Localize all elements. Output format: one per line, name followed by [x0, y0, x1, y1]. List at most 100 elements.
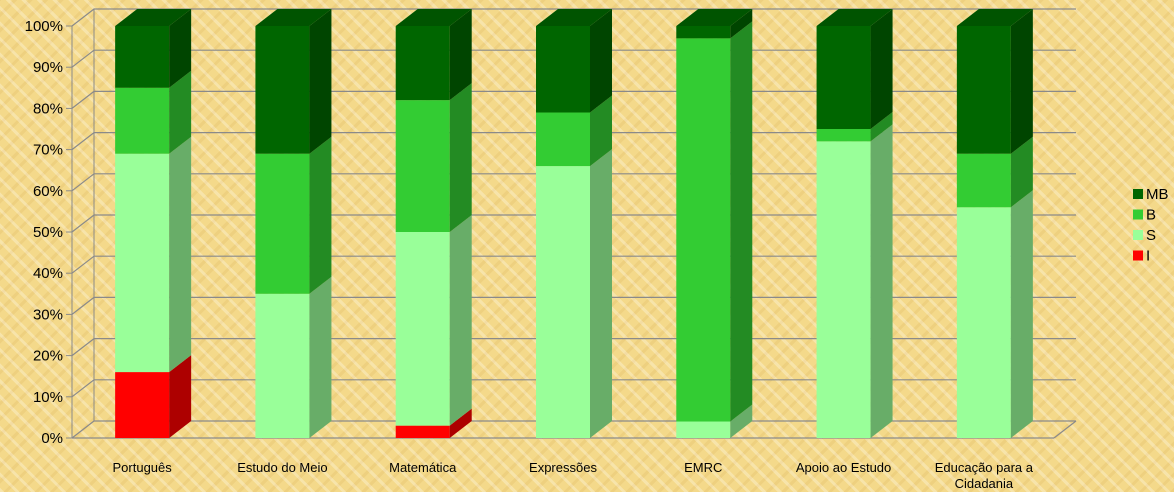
- bar-side-face: [590, 9, 612, 113]
- bar-front-face: [115, 372, 170, 438]
- bar-side-face: [309, 9, 332, 154]
- bar-side-face: [590, 95, 612, 167]
- bar-front-face: [676, 26, 731, 39]
- bar-front-face: [536, 26, 590, 113]
- legend: MB BSI: [1133, 186, 1169, 265]
- legend-swatch: [1133, 250, 1143, 261]
- bar-side-face: [590, 149, 612, 438]
- bar-top-face: [395, 9, 472, 26]
- bar-segment-S: [816, 124, 893, 439]
- x-category-label-line: Matemática: [389, 460, 457, 475]
- bar-segment-B: [115, 70, 192, 154]
- bar-top-face: [816, 9, 893, 26]
- y-tick-label: 30%: [33, 306, 63, 323]
- bar-segment-MB: [816, 9, 893, 129]
- bar-segment-I: [115, 355, 192, 438]
- legend-swatch: [1133, 189, 1143, 199]
- y-tick-label: 80%: [33, 100, 63, 117]
- y-tick-label: 20%: [33, 348, 63, 365]
- x-axis: Português Estudo do Meio Matemática Express…: [113, 460, 1034, 491]
- bar-front-face: [115, 87, 170, 154]
- legend-item-MB: MB: [1133, 186, 1169, 203]
- bar-segment-B: [395, 83, 472, 232]
- bar-segment-MB: [956, 9, 1033, 154]
- x-category-label: Apoio ao Estudo: [796, 460, 891, 475]
- bar-segment-S: [956, 190, 1033, 438]
- bar-front-face: [255, 293, 310, 438]
- bar-side-face: [730, 404, 753, 438]
- bar-front-face: [115, 26, 170, 88]
- y-tick-label: 100%: [25, 18, 63, 35]
- bar-front-face: [115, 153, 170, 373]
- bar-front-face: [956, 153, 1011, 208]
- bar-front-face: [395, 26, 450, 101]
- x-category-label-line: Português: [113, 460, 173, 475]
- bar-front-face: [536, 166, 590, 438]
- bars: [115, 9, 1033, 439]
- y-tick-label: 60%: [33, 183, 63, 200]
- bar-front-face: [395, 100, 450, 232]
- legend-label: I: [1146, 248, 1150, 265]
- x-category-label: Educação para a Cidadania: [935, 460, 1034, 491]
- bar-side-face: [449, 83, 472, 232]
- y-tick-label: 90%: [33, 59, 63, 76]
- bar-top-face: [676, 9, 753, 26]
- x-category-label: Expressões: [529, 460, 597, 475]
- legend-label: MB: [1146, 186, 1169, 203]
- bar-segment-B: [676, 21, 753, 422]
- bar-side-face: [1010, 190, 1033, 438]
- bar-side-face: [730, 9, 753, 39]
- bar-front-face: [956, 26, 1011, 154]
- legend-swatch: [1133, 230, 1143, 240]
- legend-item-I: I: [1133, 248, 1150, 265]
- y-tick-label: 70%: [33, 142, 63, 159]
- bar-front-face: [956, 207, 1011, 438]
- legend-swatch: [1133, 209, 1143, 220]
- bar-side-face: [870, 9, 893, 129]
- x-category-label: Estudo do Meio: [237, 460, 327, 475]
- x-category-label: Matemática: [389, 460, 457, 475]
- bar-segment-B: [255, 136, 332, 294]
- bar-segment-S: [395, 215, 472, 426]
- bar-segment-MB: [255, 9, 332, 154]
- y-tick-label: 40%: [33, 265, 63, 282]
- floor-side-edge: [1053, 420, 1077, 439]
- x-category-label: Português: [113, 460, 173, 475]
- bar-segment-B: [956, 136, 1033, 208]
- legend-item-B: B: [1133, 207, 1156, 224]
- y-tick-label: 10%: [33, 389, 63, 406]
- bar-segment-S: [255, 276, 332, 438]
- bar-side-face: [169, 70, 192, 154]
- bar-side-face: [730, 21, 753, 422]
- x-category-label-line: Expressões: [529, 460, 597, 475]
- bar-side-face: [1010, 136, 1033, 208]
- bar-front-face: [676, 38, 731, 422]
- bar-segment-B: [536, 95, 612, 167]
- x-category-label-line: Estudo do Meio: [237, 460, 327, 475]
- bar-segment-MB: [676, 9, 753, 39]
- bar-front-face: [395, 425, 450, 438]
- bar-front-face: [816, 26, 871, 129]
- y-tick-label: 0%: [41, 430, 63, 447]
- bar-front-face: [395, 232, 450, 426]
- bar-segment-MB: [395, 9, 472, 101]
- bar-side-face: [449, 408, 472, 438]
- bar-side-face: [449, 215, 472, 426]
- legend-label: B: [1146, 207, 1156, 224]
- x-category-label-line: Cidadania: [955, 476, 1014, 491]
- bar-side-face: [169, 9, 192, 88]
- bar-segment-S: [115, 136, 192, 373]
- x-category-label-line: EMRC: [684, 460, 722, 475]
- bar-front-face: [536, 112, 590, 167]
- bar-segment-MB: [115, 9, 192, 88]
- bar-front-face: [255, 153, 310, 294]
- x-category-label: EMRC: [684, 460, 722, 475]
- x-category-label-line: Apoio ao Estudo: [796, 460, 891, 475]
- bar-segment-S: [536, 149, 612, 438]
- x-category-label-line: Educação para a: [935, 460, 1034, 475]
- legend-label: S: [1146, 227, 1156, 244]
- bar-front-face: [255, 26, 310, 154]
- bar-side-face: [870, 124, 893, 439]
- bar-front-face: [676, 421, 731, 438]
